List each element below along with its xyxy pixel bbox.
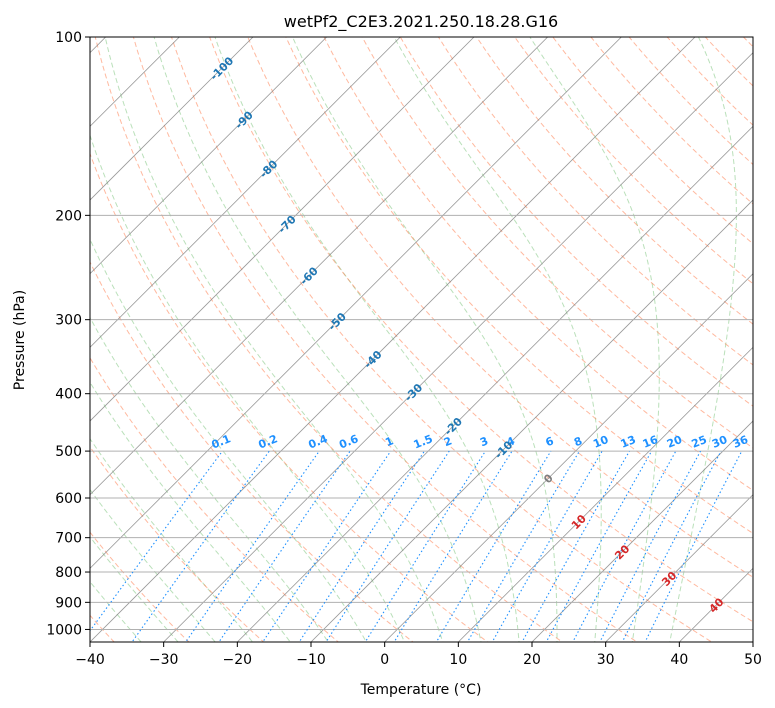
- mixing-ratio-lines: [90, 450, 743, 642]
- y-tick-label: 700: [55, 531, 82, 547]
- y-axis-label: Pressure (hPa): [12, 290, 28, 390]
- mixing-ratio-line: [599, 450, 702, 642]
- x-tick-label: 50: [744, 652, 762, 668]
- isotherm-line: [384, 273, 753, 642]
- x-tick-label: 30: [597, 652, 615, 668]
- dry-adiabat-line: [361, 37, 753, 449]
- isotherm-line: [90, 37, 549, 496]
- moist-adiabat-line: [669, 37, 737, 642]
- isotherm-line: [90, 37, 475, 422]
- pressure-gridlines: [90, 37, 753, 630]
- mixing-ratio-line: [393, 450, 513, 642]
- dry-adiabats: [90, 37, 753, 642]
- mixing-ratio-line: [435, 450, 552, 642]
- dry-adiabat-line: [475, 37, 753, 325]
- x-tick-label: −30: [149, 652, 179, 668]
- dry-adiabat-line: [132, 37, 638, 642]
- x-tick-label: −10: [296, 652, 326, 668]
- mixing-ratio-line: [491, 450, 603, 642]
- y-tick-label: 200: [55, 208, 82, 224]
- plot-frame: [89, 36, 754, 643]
- mixing-ratio-line: [466, 450, 580, 642]
- isotherm-line: [310, 199, 753, 642]
- moist-adiabat-line: [214, 37, 520, 642]
- isotherm-lines: [90, 37, 753, 642]
- moist-adiabat-line: [90, 316, 329, 642]
- isotherm-line: [90, 37, 401, 348]
- mixing-ratio-label: 30: [710, 433, 729, 451]
- isotherm-line: [163, 52, 753, 642]
- mixing-ratio-label: 10: [591, 433, 610, 451]
- dry-adiabat-line: [170, 37, 713, 642]
- mixing-ratio-line: [262, 450, 392, 642]
- mixing-ratio-line: [545, 450, 653, 642]
- mixing-ratio-line: [364, 450, 486, 642]
- mixing-ratio-line: [521, 450, 630, 642]
- moist-adiabat-line: [90, 536, 179, 642]
- mixing-ratio-label: 13: [619, 433, 638, 451]
- mixing-ratio-label: 1: [383, 434, 395, 449]
- axes: −40 −30 −20 −10 0 10 20 30 40 50 100 200 300 400 500 60…: [46, 30, 762, 668]
- mixing-ratio-label: 2: [442, 434, 454, 449]
- y-tick-label: 600: [55, 491, 82, 507]
- dry-adiabat-line: [90, 260, 414, 642]
- mixing-ratio-label: 36: [731, 433, 750, 451]
- mixing-ratio-line: [325, 450, 450, 642]
- y-tick-label: 100: [55, 30, 82, 46]
- x-tick-label: −40: [75, 652, 105, 668]
- y-tick-label: 500: [55, 444, 82, 460]
- plot-area: 0.1 0.2 0.4 0.6 1 1.5 2 3 4 6 8 10 13 16 20 25 30 36-100-…: [90, 37, 753, 642]
- dry-adiabat-line: [399, 37, 753, 407]
- mixing-ratio-label: 3: [478, 434, 490, 449]
- mixing-ratio-label: 8: [572, 434, 584, 449]
- x-tick-label: 20: [523, 652, 541, 668]
- dry-adiabat-line: [90, 531, 190, 642]
- isotherm-line: [605, 494, 753, 642]
- x-tick-label: 40: [670, 652, 688, 668]
- x-tick-label: 10: [449, 652, 467, 668]
- mixing-ratio-line: [90, 450, 223, 632]
- mixing-ratio-line: [218, 450, 351, 642]
- mixing-ratio-label: 20: [665, 433, 684, 451]
- x-tick-label: 0: [380, 652, 389, 668]
- dry-adiabat-line: [90, 446, 265, 642]
- moist-adiabat-line: [529, 37, 660, 642]
- isotherm-line: [90, 37, 696, 642]
- moist-adiabat-line: [153, 37, 482, 642]
- isotherm-line: [90, 37, 328, 275]
- dry-adiabat-line: [514, 37, 753, 285]
- isotherm-line: [90, 37, 180, 127]
- isotherm-line: [531, 420, 753, 642]
- y-tick-label: 400: [55, 387, 82, 403]
- isotherm-line: [90, 37, 622, 569]
- y-tick-label: 800: [55, 565, 82, 581]
- mixing-ratio-line: [298, 450, 425, 642]
- mixing-ratio-label: 16: [641, 433, 660, 451]
- moist-adiabat-line: [104, 37, 444, 642]
- x-axis-label: Temperature (°C): [360, 682, 482, 698]
- x-tick-label: −20: [223, 652, 253, 668]
- mixing-ratio-line: [131, 450, 270, 642]
- mixing-ratio-label: 25: [690, 433, 709, 451]
- isotherm-line: [90, 37, 254, 201]
- y-tick-label: 300: [55, 313, 82, 329]
- y-tick-label: 1000: [46, 622, 82, 638]
- dry-adiabat-line: [285, 37, 753, 535]
- isotherm-line: [236, 125, 753, 642]
- moist-adiabat-line: [90, 581, 142, 642]
- chart-title: wetPf2_C2E3.2021.250.18.28.G16: [284, 12, 558, 32]
- isotherm-line: [457, 346, 753, 642]
- mixing-ratio-line: [572, 450, 677, 642]
- dry-adiabat-line: [209, 37, 753, 623]
- dry-adiabat-line: [94, 37, 564, 642]
- y-tick-label: 900: [55, 595, 82, 611]
